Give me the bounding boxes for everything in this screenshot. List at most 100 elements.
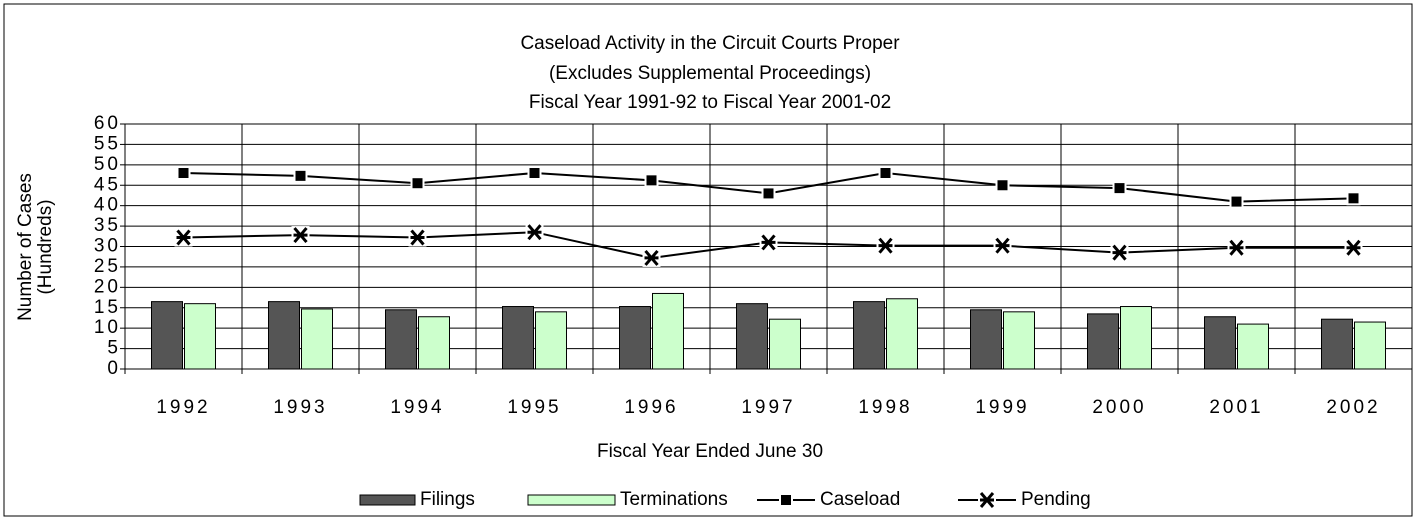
marker-star [1344, 238, 1363, 257]
bar [853, 301, 885, 370]
bar [1204, 316, 1236, 370]
bar [1087, 313, 1119, 370]
y-tick-label: 0 [107, 358, 121, 379]
marker-square [995, 178, 1010, 193]
bar [1237, 323, 1269, 370]
chart-title: Caseload Activity in the Circuit Courts … [520, 33, 900, 54]
x-tick-label: 1999 [975, 397, 1029, 418]
x-tick-label: 1997 [741, 397, 795, 418]
x-tick-label: 1998 [858, 397, 912, 418]
bar [151, 301, 183, 370]
marker-star [291, 226, 310, 245]
bar [1003, 311, 1035, 370]
marker-star [527, 224, 542, 241]
chart-subtitle: Fiscal Year 1991-92 to Fiscal Year 2001-… [529, 92, 891, 113]
chart-frame [3, 3, 1413, 517]
legend-label: Filings [420, 489, 475, 510]
marker-star [759, 233, 778, 252]
marker-star [176, 229, 191, 246]
legend-swatch [527, 494, 616, 506]
marker-star [644, 249, 659, 266]
marker-star [408, 228, 427, 247]
legend-label: Caseload [820, 489, 900, 510]
bar [1321, 318, 1353, 370]
x-tick-label: 2000 [1092, 397, 1146, 418]
legend-swatch [359, 494, 416, 506]
marker-square [529, 168, 540, 178]
x-axis-label: Fiscal Year Ended June 30 [597, 441, 823, 462]
marker-star [993, 236, 1012, 255]
marker-star [1110, 243, 1129, 262]
marker-star [978, 491, 996, 509]
marker-square [410, 176, 425, 191]
y-tick-label: 50 [94, 154, 121, 175]
marker-square [646, 175, 657, 186]
marker-square [781, 495, 791, 505]
bar [736, 303, 768, 370]
marker-square [295, 170, 306, 181]
y-tick-label: 20 [94, 276, 121, 297]
x-tick-label: 1996 [624, 397, 678, 418]
marker-square [997, 180, 1008, 191]
marker-square [880, 168, 891, 178]
y-tick-label: 15 [94, 297, 121, 318]
marker-star [1346, 239, 1361, 256]
marker-star [1229, 239, 1244, 256]
marker-square [761, 186, 776, 201]
bar [502, 306, 534, 370]
x-tick-label: 2001 [1209, 397, 1263, 418]
bar [301, 308, 333, 370]
marker-square [644, 173, 659, 188]
bar [970, 309, 1002, 370]
bar [535, 311, 567, 370]
plot-area [124, 123, 1413, 370]
marker-square [176, 166, 191, 180]
legend-label: Terminations [620, 489, 728, 510]
bar [619, 306, 651, 370]
marker-square [1231, 196, 1242, 207]
y-tick-label: 30 [94, 236, 121, 257]
marker-square [178, 168, 189, 178]
bar [184, 303, 216, 370]
y-tick-label: 40 [94, 195, 121, 216]
marker-square [779, 493, 793, 507]
y-tick-label: 60 [94, 113, 121, 134]
y-tick-label: 35 [94, 215, 121, 236]
chart-subtitle: (Excludes Supplemental Proceedings) [549, 63, 871, 84]
bar [769, 318, 801, 370]
marker-square [1114, 183, 1125, 194]
y-axis-label: (Hundreds) [35, 199, 56, 294]
marker-star [761, 234, 776, 251]
y-tick-label: 45 [94, 174, 121, 195]
marker-star [1227, 238, 1246, 257]
marker-square [763, 188, 774, 199]
marker-star [878, 237, 893, 254]
marker-star [642, 248, 661, 267]
x-tick-label: 1992 [156, 397, 210, 418]
marker-star [525, 223, 544, 242]
marker-star [174, 228, 193, 247]
marker-star [995, 237, 1010, 254]
bar [1354, 321, 1386, 370]
x-tick-label: 1994 [390, 397, 444, 418]
marker-square [878, 166, 893, 180]
x-tick-label: 1995 [507, 397, 561, 418]
marker-star [293, 227, 308, 244]
bar [886, 298, 918, 370]
marker-star [1112, 244, 1127, 261]
bar [1120, 306, 1152, 370]
y-tick-label: 25 [94, 256, 121, 277]
marker-star [410, 229, 425, 246]
legend-label: Pending [1021, 489, 1091, 510]
marker-square [1112, 181, 1127, 196]
marker-square [1229, 194, 1244, 209]
y-axis-label: Number of Cases [15, 173, 36, 321]
marker-square [1346, 191, 1361, 206]
marker-square [412, 178, 423, 189]
marker-square [293, 168, 308, 183]
marker-star [876, 236, 895, 255]
y-tick-label: 55 [94, 133, 121, 154]
y-tick-label: 5 [107, 338, 121, 359]
